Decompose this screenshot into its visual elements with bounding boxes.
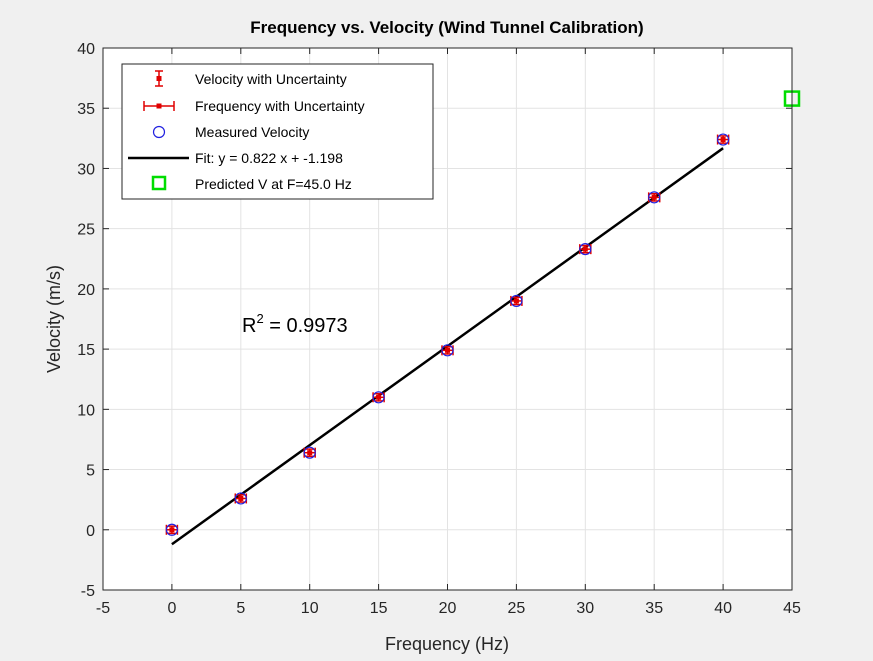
y-tick-label: 25 <box>77 222 95 239</box>
errorbar-center-marker <box>307 450 313 456</box>
legend-label-predicted: Predicted V at F=45.0 Hz <box>195 176 352 192</box>
x-tick-label: 45 <box>783 600 801 617</box>
x-tick-label: 0 <box>167 600 176 617</box>
measured-velocity-point <box>372 391 385 404</box>
errorbar-center-marker <box>582 246 588 252</box>
data-marks <box>165 90 801 536</box>
measured-velocity-point <box>303 446 316 459</box>
measured-velocity-point <box>510 294 523 308</box>
errorbar-center-marker <box>376 394 382 400</box>
y-axis-label: Velocity (m/s) <box>44 265 64 373</box>
x-axis-ticks: -5 0 5 10 15 20 25 30 35 40 45 <box>96 48 801 617</box>
r-squared-base: R <box>242 315 256 337</box>
r-squared-value: = 0.9973 <box>264 315 348 337</box>
y-tick-label: 10 <box>77 402 95 419</box>
x-tick-label: 15 <box>370 600 388 617</box>
y-tick-label: 5 <box>86 463 95 480</box>
legend-label-measured-velocity: Measured Velocity <box>195 124 309 140</box>
errorbar-center-marker <box>720 137 726 143</box>
measured-velocity-point <box>579 243 592 256</box>
x-tick-label: 35 <box>645 600 663 617</box>
x-tick-label: 10 <box>301 600 319 617</box>
r-squared-exponent: 2 <box>256 311 263 326</box>
y-tick-label: 0 <box>86 523 95 540</box>
y-tick-label: 40 <box>77 41 95 58</box>
legend-swatch-measured-velocity <box>152 125 166 139</box>
measured-velocity-point <box>234 492 247 505</box>
measured-velocity-point <box>716 133 730 146</box>
y-tick-label: -5 <box>81 583 95 600</box>
y-tick-label: 30 <box>77 161 95 178</box>
legend-label-frequency-uncertainty: Frequency with Uncertainty <box>195 98 365 114</box>
legend-label-fit: Fit: y = 0.822 x + -1.198 <box>195 150 343 166</box>
x-tick-label: 30 <box>576 600 594 617</box>
x-tick-label: 5 <box>236 600 245 617</box>
measured-velocity-point <box>441 344 454 357</box>
errorbar-center-marker <box>651 194 657 200</box>
legend[interactable]: Velocity with Uncertainty Frequency with… <box>121 63 434 200</box>
chart-title: Frequency vs. Velocity (Wind Tunnel Cali… <box>250 18 643 37</box>
y-axis-ticks: -5 0 5 10 15 20 25 30 35 40 <box>77 41 792 600</box>
y-tick-label: 15 <box>77 342 95 359</box>
r-squared-annotation: R2 = 0.9973 <box>242 311 348 337</box>
errorbar-center-marker <box>169 527 175 533</box>
measured-velocity-point <box>648 191 661 204</box>
legend-swatch-predicted <box>151 175 167 191</box>
errorbar-center-marker <box>445 347 450 353</box>
errorbar-center-marker <box>513 298 519 304</box>
x-axis-label: Frequency (Hz) <box>385 634 509 654</box>
legend-swatch-velocity-uncertainty <box>155 70 163 87</box>
legend-box <box>121 63 434 200</box>
x-tick-label: 40 <box>714 600 732 617</box>
x-tick-label: -5 <box>96 600 110 617</box>
measured-velocity-point <box>165 523 178 536</box>
errorbar-center-marker <box>238 495 244 501</box>
y-tick-label: 35 <box>77 101 95 118</box>
legend-swatch-frequency-uncertainty <box>143 101 175 111</box>
legend-label-velocity-uncertainty: Velocity with Uncertainty <box>195 71 347 87</box>
y-tick-label: 20 <box>77 282 95 299</box>
x-tick-label: 20 <box>439 600 457 617</box>
x-tick-label: 25 <box>508 600 526 617</box>
